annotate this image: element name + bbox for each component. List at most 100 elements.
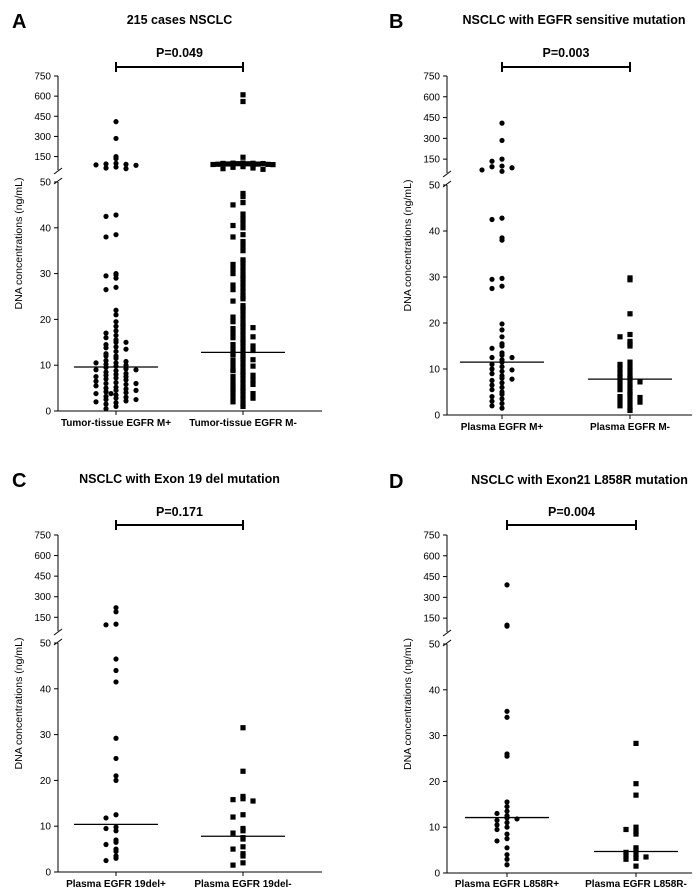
data-point — [123, 381, 129, 388]
y-tick-label: 20 — [429, 319, 441, 330]
y-tick-label: 600 — [423, 551, 440, 562]
y-tick-label: 150 — [423, 155, 440, 166]
data-point — [499, 168, 505, 174]
y-tick-label: 20 — [40, 315, 52, 326]
y-tick-label: 0 — [434, 411, 440, 422]
data-point — [240, 796, 246, 802]
data-point — [123, 161, 129, 167]
data-point — [489, 371, 495, 377]
data-point — [499, 375, 505, 381]
y-tick-label: 50 — [429, 181, 441, 192]
data-point — [627, 311, 633, 317]
y-tick-label: 150 — [34, 152, 51, 163]
data-point — [123, 339, 129, 345]
data-point — [627, 359, 633, 365]
data-point — [633, 792, 639, 798]
data-point — [113, 839, 119, 845]
data-point — [617, 366, 623, 372]
data-point — [250, 363, 256, 369]
data-point — [123, 166, 129, 172]
data-point — [133, 387, 139, 393]
panel-letter: D — [389, 471, 403, 493]
data-point — [633, 781, 639, 787]
panel-letter: C — [12, 470, 26, 492]
data-point — [230, 830, 236, 836]
data-point — [240, 232, 246, 238]
axis-break — [53, 167, 63, 185]
data-point — [499, 368, 505, 374]
data-point — [489, 345, 495, 351]
y-tick-label: 450 — [34, 112, 51, 123]
data-point — [113, 371, 119, 377]
data-point — [627, 391, 633, 397]
y-tick-label: 600 — [34, 551, 51, 562]
y-tick-label: 30 — [429, 731, 441, 742]
data-point — [623, 856, 629, 862]
data-point — [230, 325, 236, 332]
data-point — [103, 345, 109, 351]
data-point — [113, 319, 119, 325]
panel-title: NSCLC with Exon 19 del mutation — [79, 472, 280, 486]
data-point — [637, 379, 643, 385]
data-point — [627, 277, 633, 283]
data-point — [627, 343, 633, 349]
data-point — [113, 667, 119, 674]
data-point — [113, 355, 119, 361]
data-point — [240, 355, 246, 361]
y-tick-label: 600 — [423, 92, 440, 103]
data-point — [240, 360, 246, 366]
data-point — [504, 836, 510, 842]
y-axis-label: DNA concentrations (ng/mL) — [402, 180, 414, 312]
data-point — [103, 380, 109, 387]
data-point — [240, 316, 246, 322]
y-tick-label: 300 — [423, 593, 440, 604]
data-point — [93, 360, 99, 366]
y-tick-label: 750 — [34, 531, 51, 542]
data-point — [230, 346, 236, 352]
panel-b: B NSCLC with EGFR sensitive mutation P=0.0… — [389, 11, 692, 433]
data-point — [504, 852, 510, 858]
data-point — [240, 344, 246, 350]
data-point — [509, 354, 515, 361]
p-value-label: P=0.171 — [156, 505, 203, 519]
data-point — [504, 714, 510, 720]
data-point — [133, 367, 139, 373]
data-point — [230, 814, 236, 820]
data-point — [240, 216, 246, 222]
data-point — [504, 824, 510, 830]
data-point — [240, 92, 246, 98]
data-point — [240, 243, 246, 249]
significance-bar — [506, 520, 637, 530]
data-point — [113, 164, 119, 170]
data-point — [240, 312, 246, 318]
data-point — [240, 259, 246, 265]
data-point — [113, 332, 119, 339]
data-point — [103, 161, 109, 167]
data-point — [133, 396, 139, 403]
data-point — [103, 401, 109, 407]
data-point — [230, 330, 236, 336]
y-tick-label: 450 — [423, 113, 440, 124]
data-point — [240, 225, 246, 231]
data-point — [103, 622, 109, 628]
data-point — [240, 768, 246, 774]
data-point — [499, 215, 505, 221]
data-point — [489, 158, 495, 164]
data-point — [113, 777, 119, 784]
data-point — [240, 289, 246, 295]
data-point — [113, 375, 119, 381]
data-point — [240, 328, 246, 334]
p-value-label: P=0.004 — [548, 505, 595, 519]
data-point — [240, 844, 246, 850]
data-point — [255, 161, 261, 167]
x-category-label: Tumor-tissue EGFR M+ — [61, 418, 171, 429]
data-point — [240, 280, 246, 286]
y-tick-label: 150 — [34, 613, 51, 624]
data-point — [643, 854, 649, 860]
y-tick-label: 600 — [34, 92, 51, 103]
panel-title: NSCLC with Exon21 L858R mutation — [471, 473, 688, 487]
data-point — [230, 282, 236, 288]
data-point — [240, 275, 246, 281]
data-point — [113, 212, 119, 218]
data-point — [499, 327, 505, 333]
